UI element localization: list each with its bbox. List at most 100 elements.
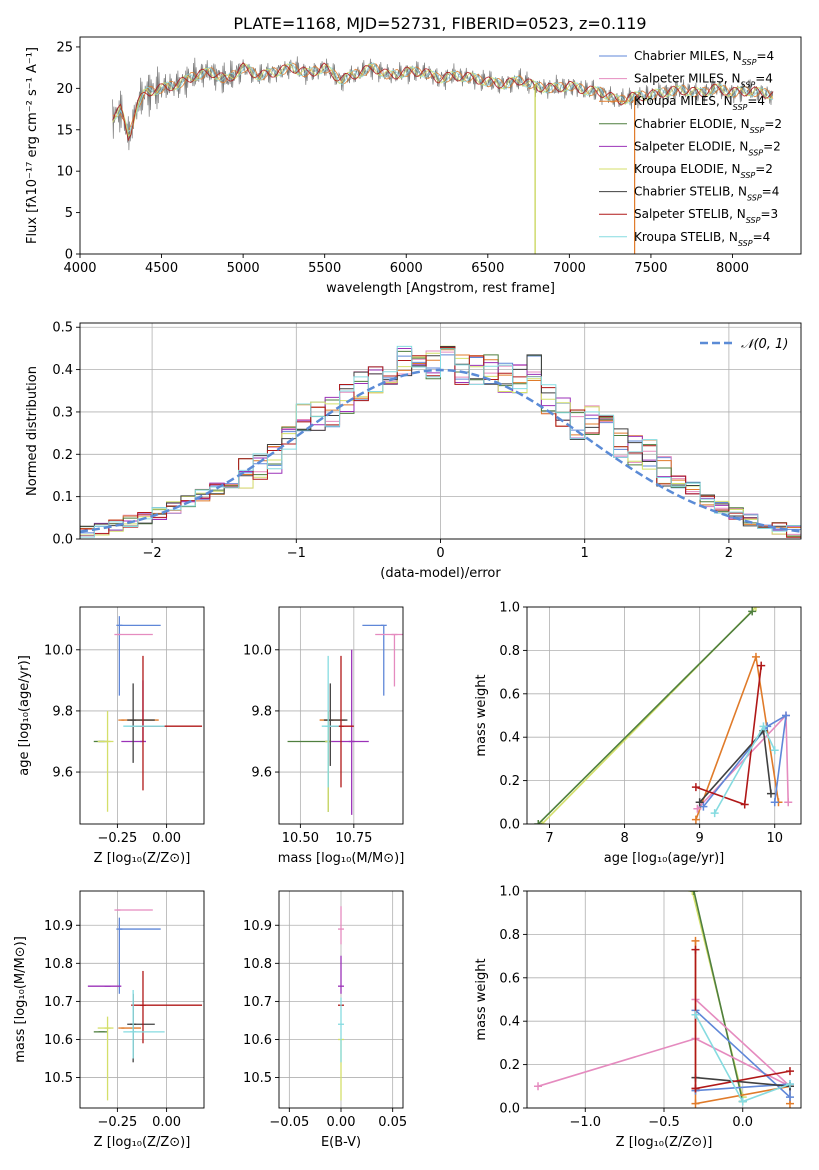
x-tick-label: 6000 <box>390 261 423 276</box>
y-tick-label: 0.2 <box>499 1058 520 1073</box>
chart-mass-age: 10.50 10.75 9.6 9.8 10.0 mass [log₁₀(M/M⊙)] <box>243 606 405 866</box>
plot-area <box>338 906 344 1101</box>
weight-point-marker <box>770 746 779 755</box>
weight-series-line <box>702 713 788 808</box>
legend-label-sub: SSP <box>733 103 748 112</box>
y-tick-label: 0.4 <box>52 363 73 378</box>
legend-label-sub: SSP <box>746 216 761 225</box>
x-axis-label: Z [log₁₀(Z/Z⊙)] <box>94 1135 191 1150</box>
weight-point-marker <box>757 661 766 670</box>
x-tick-label: 7 <box>545 831 553 846</box>
x-axis-label: mass [log₁₀(M/M⊙)] <box>278 851 405 866</box>
x-tick-label: 10.75 <box>335 831 372 846</box>
y-tick-label: 10.6 <box>44 1033 73 1048</box>
legend-gaussian-label: 𝒩(0, 1) <box>741 337 788 352</box>
axes-frame <box>79 890 205 1109</box>
y-tick-label: 1.0 <box>499 885 520 900</box>
legend-label: Chabrier MILES, NSSP=4 <box>634 49 774 67</box>
x-tick-label: 0.00 <box>152 1115 181 1130</box>
y-tick-label: 0.2 <box>499 774 520 789</box>
plot-area <box>534 891 794 1108</box>
y-tick-label: 0.6 <box>499 971 520 986</box>
legend-label: Chabrier ELODIE, NSSP=2 <box>634 117 782 135</box>
gaussian-curve <box>80 368 801 533</box>
legend-label: Kroupa STELIB, NSSP=4 <box>634 230 770 248</box>
y-tick-label: 10.7 <box>44 995 73 1010</box>
legend-label-tail: =4 <box>762 185 780 199</box>
weight-point-marker <box>691 1099 700 1108</box>
chart-z-mass: −0.25 0.00 10.5 10.6 10.7 10.8 10.9 Z [log₁₀(Z/… <box>13 890 205 1150</box>
legend-label-tail: =4 <box>747 94 765 108</box>
chart-spectrum: Chabrier MILES, NSSP=4 Salpeter MILES, NS… <box>25 36 802 296</box>
chart-ebv-mass: −0.05 0.00 0.05 10.5 10.6 10.7 10.8 10.9 E(B-V) <box>243 890 407 1150</box>
y-tick-label: 9.8 <box>52 704 73 719</box>
histogram-series <box>80 345 801 539</box>
y-tick-label: 9.8 <box>251 704 272 719</box>
chart-residuals: 𝒩(0, 1) −2 −1 0 1 2 0.0 0.1 0.2 0.3 0.4 0.5 (data-mo… <box>25 321 802 581</box>
y-tick-label: 10.9 <box>44 919 73 934</box>
x-tick-label: −0.25 <box>97 831 137 846</box>
legend-label: Salpeter MILES, NSSP=4 <box>634 72 773 90</box>
y-tick-label: 1.0 <box>499 601 520 616</box>
x-axis-label: age [log₁₀(age/yr)] <box>604 851 725 866</box>
weight-point-marker <box>738 1097 747 1106</box>
chart-age-weight: 7 8 9 10 0.0 0.2 0.4 0.6 0.8 1.0 age [log₁₀(age/yr… <box>474 601 802 866</box>
legend-label: Kroupa MILES, NSSP=4 <box>634 94 765 112</box>
weight-point-marker <box>688 891 697 895</box>
x-tick-label: 9 <box>696 831 704 846</box>
x-tick-label: 10.50 <box>282 831 319 846</box>
y-tick-label: 10.0 <box>44 643 73 658</box>
y-tick-label: 20 <box>56 82 73 97</box>
weight-point-marker <box>751 652 760 661</box>
y-tick-label: 10.8 <box>243 957 272 972</box>
axes-frame <box>526 606 802 825</box>
x-tick-label: 10 <box>766 831 783 846</box>
y-tick-label: 10.9 <box>243 919 272 934</box>
x-tick-label: 5000 <box>227 261 260 276</box>
weight-point-marker <box>691 815 700 824</box>
legend-label-sub: SSP <box>750 125 765 134</box>
legend-label: Chabrier STELIB, NSSP=4 <box>634 185 779 203</box>
weight-point-marker <box>689 891 698 895</box>
y-axis-label: Flux [fλ10⁻¹⁷ erg cm⁻² s⁻¹ A⁻¹] <box>25 47 40 244</box>
y-tick-label: 10 <box>56 165 73 180</box>
spectrum-model-line <box>112 63 774 137</box>
x-tick-label: 7500 <box>634 261 667 276</box>
x-tick-label: 2 <box>725 546 733 561</box>
weight-point-marker <box>691 945 700 954</box>
legend-label-main: Chabrier ELODIE, N <box>634 117 750 131</box>
chart-z-weight: −1.0 −0.5 0.0 0.0 0.2 0.4 0.6 0.8 1.0 Z [log₁₀(Z/… <box>474 885 802 1150</box>
y-tick-label: 0.2 <box>52 448 73 463</box>
y-tick-label: 0.0 <box>499 818 520 833</box>
y-tick-label: 10.0 <box>243 643 272 658</box>
legend-label-tail: =2 <box>755 162 773 176</box>
y-tick-label: 0.4 <box>499 1015 520 1030</box>
x-tick-label: 5500 <box>308 261 341 276</box>
weight-point-marker <box>691 936 700 945</box>
x-tick-label: −1.0 <box>569 1115 601 1130</box>
weight-point-marker <box>693 804 702 813</box>
x-axis-label: Z [log₁₀(Z/Z⊙)] <box>94 851 191 866</box>
y-tick-label: 9.6 <box>52 766 73 781</box>
x-tick-label: 6500 <box>471 261 504 276</box>
y-axis-label: age [log₁₀(age/yr)] <box>17 655 32 776</box>
legend-label-sub: SSP <box>748 148 763 157</box>
plot-area <box>87 909 203 1101</box>
x-tick-label: 0.05 <box>378 1115 407 1130</box>
legend-label-main: Salpeter STELIB, N <box>634 207 746 221</box>
x-axis-label: E(B-V) <box>321 1135 361 1150</box>
legend-label-tail: =4 <box>756 49 774 63</box>
x-tick-label: 4000 <box>63 261 96 276</box>
legend-label-main: Kroupa STELIB, N <box>634 230 738 244</box>
x-tick-label: 1 <box>581 546 589 561</box>
y-tick-label: 0.1 <box>52 490 73 505</box>
y-tick-label: 10.6 <box>243 1033 272 1048</box>
x-tick-label: 0.0 <box>732 1115 753 1130</box>
y-axis-label: mass weight <box>474 958 489 1040</box>
weight-point-marker <box>785 1080 794 1089</box>
y-axis-label: Normed distribution <box>25 366 40 496</box>
legend-label-tail: =2 <box>763 139 781 153</box>
legend-label-sub: SSP <box>741 171 756 180</box>
weight-point-marker <box>699 802 708 811</box>
